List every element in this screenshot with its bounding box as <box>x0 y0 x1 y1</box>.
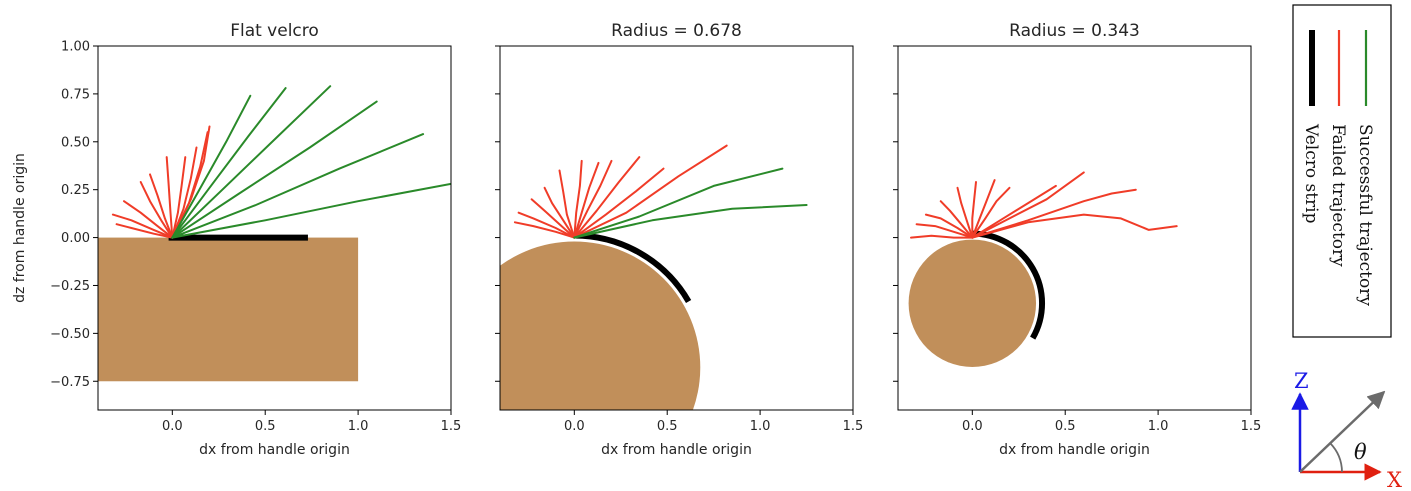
object-cylinder <box>908 239 1037 368</box>
failed-trajectory <box>971 213 1178 239</box>
failed-trajectory <box>573 144 728 239</box>
angle-label: θ <box>1354 440 1367 464</box>
y-tick-label: −0.75 <box>50 375 90 390</box>
plot-area <box>500 144 808 410</box>
failed-trajectory <box>573 159 613 239</box>
chart-title: Flat velcro <box>230 21 319 41</box>
velcro-strip <box>574 232 692 303</box>
failed-trajectory <box>956 186 974 239</box>
failed-trajectory <box>149 173 174 239</box>
x-tick-label: 0.5 <box>255 419 276 434</box>
angle-arc <box>1329 442 1343 473</box>
successful-trajectory <box>171 100 378 239</box>
x-axis-label: dx from handle origin <box>601 442 752 458</box>
failed-trajectory <box>517 211 576 239</box>
x-tick-label: 1.0 <box>750 419 771 434</box>
failed-trajectory <box>573 156 641 239</box>
failed-trajectory <box>573 167 665 239</box>
axes-frame <box>499 45 854 411</box>
axes-frame <box>97 45 452 411</box>
failed-trajectory <box>910 234 974 239</box>
y-axis-label: dz from handle origin <box>12 153 28 303</box>
velcro-strip <box>972 230 1046 340</box>
failed-trajectory <box>924 213 974 239</box>
failed-trajectory <box>123 200 174 239</box>
successful-trajectory <box>171 87 287 239</box>
chart-panel-1: 0.0 0.5 1.0 1.5 1.00 0.75 0.50 0.25 0.00 −0.25 −0.… <box>12 21 461 458</box>
y-tick-label: 1.00 <box>61 40 90 55</box>
failed-trajectory <box>573 159 583 239</box>
failed-trajectory <box>139 181 174 239</box>
failed-trajectory <box>915 223 974 239</box>
failed-trajectory <box>971 171 1085 239</box>
x-tick-label: 1.5 <box>843 419 864 434</box>
x-tick-label: 1.0 <box>1148 419 1169 434</box>
x-tick-label: 0.5 <box>1055 419 1076 434</box>
failed-trajectory <box>111 213 174 239</box>
object-cylinder <box>500 241 701 410</box>
x-axis-label: dx from handle origin <box>199 442 350 458</box>
failed-trajectory <box>171 125 211 239</box>
failed-trajectory <box>939 200 974 239</box>
successful-trajectory <box>171 94 252 239</box>
failed-trajectory <box>115 223 174 239</box>
failed-trajectory <box>171 146 198 239</box>
x-tick-label: 1.0 <box>348 419 369 434</box>
y-tick-label: 0.75 <box>61 87 90 102</box>
failed-trajectory <box>971 184 1057 239</box>
legend-label-successful: Successful trajectory <box>1355 124 1375 306</box>
legend-label-failed: Failed trajectory <box>1328 124 1348 267</box>
y-tick-label: 0.00 <box>61 231 90 246</box>
successful-trajectory <box>171 133 425 239</box>
x-axis-label: X <box>1387 468 1402 491</box>
x-tick-label: 0.0 <box>962 419 983 434</box>
legend: Successful trajectory Failed trajectory … <box>1292 4 1392 338</box>
x-tick-label: 1.5 <box>1241 419 1262 434</box>
x-tick-label: 0.5 <box>657 419 678 434</box>
chart-title: Radius = 0.343 <box>1009 21 1140 41</box>
axes-frame <box>897 45 1252 411</box>
failed-trajectory <box>171 156 187 239</box>
failed-trajectory <box>543 186 576 239</box>
x-axis-label: dx from handle origin <box>999 442 1150 458</box>
coordinate-diagram: Z X θ <box>1291 369 1402 491</box>
successful-trajectory <box>171 85 332 239</box>
failed-trajectory <box>971 181 977 239</box>
failed-trajectory <box>165 156 174 239</box>
plot-area <box>98 85 451 382</box>
y-tick-label: 0.25 <box>61 183 90 198</box>
y-tick-label: −0.50 <box>50 327 90 342</box>
object-block <box>98 237 359 382</box>
direction-arrow <box>1299 390 1386 473</box>
failed-trajectory <box>558 169 576 239</box>
failed-trajectory <box>971 188 1137 239</box>
x-tick-label: 0.0 <box>162 419 183 434</box>
x-tick-label: 1.5 <box>441 419 462 434</box>
z-axis-label: Z <box>1294 369 1309 393</box>
x-tick-label: 0.0 <box>564 419 585 434</box>
failed-trajectory <box>513 221 576 239</box>
chart-panel-2: 0.0 0.5 1.0 1.5 Radius = 0.678 dx from handle… <box>495 21 864 458</box>
legend-label-velcro: Velcro strip <box>1301 123 1321 224</box>
chart-panel-3: 0.0 0.5 1.0 1.5 Radius = 0.343 dx from handle… <box>893 21 1261 458</box>
y-tick-label: 0.50 <box>61 135 90 150</box>
failed-trajectory <box>573 161 600 239</box>
successful-trajectory <box>171 182 451 239</box>
successful-trajectory <box>573 204 808 239</box>
y-tick-label: −0.25 <box>50 279 90 294</box>
chart-panels: 0.0 0.5 1.0 1.5 1.00 0.75 0.50 0.25 0.00 −0.25 −0.… <box>12 21 1261 458</box>
plot-area <box>908 171 1178 368</box>
successful-trajectory <box>573 167 784 239</box>
failed-trajectory <box>530 198 576 239</box>
failed-trajectory <box>971 179 996 239</box>
chart-title: Radius = 0.678 <box>611 21 742 41</box>
failed-trajectory <box>971 186 1011 239</box>
